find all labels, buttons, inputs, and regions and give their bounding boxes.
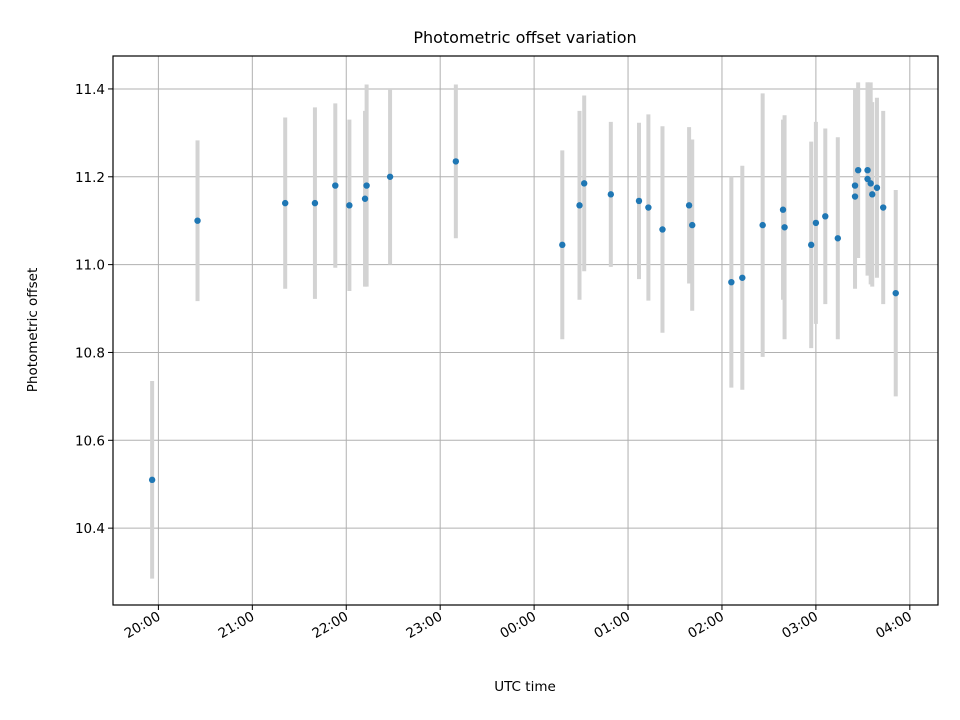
data-point	[759, 221, 766, 229]
data-point	[581, 180, 588, 187]
data-point	[346, 202, 353, 209]
x-axis-label: UTC time	[494, 679, 556, 695]
data-point	[822, 213, 829, 220]
y-axis-ticks: 10.4 10.6 10.8 11.0 11.2 11.4	[75, 82, 113, 537]
data-point	[689, 221, 696, 229]
data-point	[779, 206, 787, 213]
chart-title: Photometric offset variation	[413, 28, 636, 47]
y-tick-label: 11.2	[75, 170, 105, 186]
data-point	[148, 476, 156, 484]
data-point	[194, 217, 201, 224]
y-axis-label: Photometric offset	[25, 268, 41, 392]
data-point	[635, 197, 643, 205]
data-point	[386, 173, 394, 180]
data-point	[452, 158, 460, 165]
data-point	[807, 241, 815, 249]
data-point	[867, 180, 874, 187]
data-point	[892, 289, 899, 297]
data-point	[361, 195, 369, 202]
data-point	[739, 274, 746, 281]
y-tick-label: 10.6	[75, 433, 105, 449]
data-point	[645, 204, 652, 211]
data-point	[781, 224, 788, 231]
data-point	[851, 193, 859, 200]
data-point	[363, 182, 370, 189]
data-point	[812, 219, 820, 227]
data-point	[559, 241, 566, 249]
data-point	[834, 235, 842, 242]
data-point	[864, 166, 871, 174]
data-point	[869, 191, 876, 198]
data-point	[880, 204, 887, 211]
y-tick-label: 11.0	[75, 258, 105, 274]
data-point	[607, 191, 615, 198]
data-point	[873, 184, 881, 191]
y-tick-label: 11.4	[75, 82, 105, 98]
plot-frame	[112, 55, 939, 606]
data-point	[332, 182, 339, 189]
data-point	[576, 202, 583, 209]
data-point	[854, 166, 862, 174]
data-point	[311, 199, 319, 207]
data-point	[851, 182, 859, 189]
data-point	[282, 199, 289, 207]
data-point	[659, 226, 666, 233]
data-point	[685, 202, 693, 209]
data-point	[728, 278, 735, 286]
y-tick-label: 10.8	[75, 345, 105, 361]
data-points	[148, 158, 899, 484]
y-tick-label: 10.4	[75, 521, 105, 537]
